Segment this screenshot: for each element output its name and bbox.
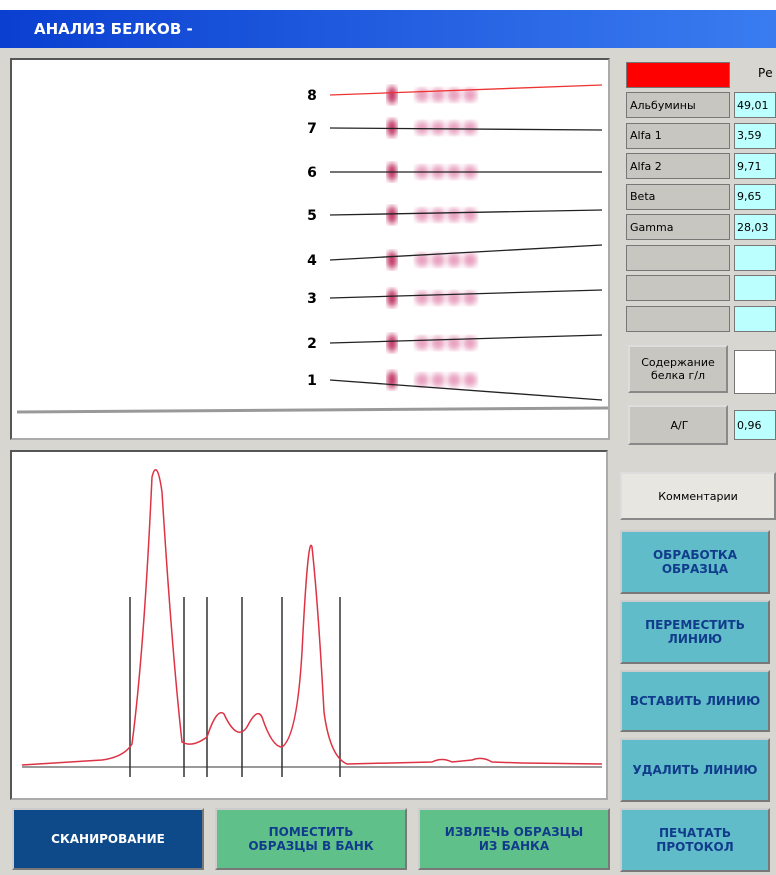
protein-input[interactable] <box>734 350 776 394</box>
band <box>463 121 477 135</box>
densitogram <box>12 452 606 798</box>
empty-cell <box>626 275 730 301</box>
band <box>431 88 445 102</box>
band <box>431 121 445 135</box>
ag-value: 0,96 <box>734 410 776 440</box>
band <box>387 251 397 269</box>
band <box>463 253 477 267</box>
fraction-name: Beta <box>626 184 730 210</box>
lane-number: 5 <box>307 208 317 224</box>
band <box>431 373 445 387</box>
fraction-value: 28,03 <box>734 214 776 240</box>
band <box>415 88 429 102</box>
lane-number: 6 <box>307 165 317 181</box>
fraction-name: Alfa 2 <box>626 153 730 179</box>
bottom-button[interactable]: СКАНИРОВАНИЕ <box>12 808 204 870</box>
band <box>431 208 445 222</box>
fraction-name: Alfa 1 <box>626 123 730 149</box>
band <box>431 336 445 350</box>
band <box>387 289 397 307</box>
ag-label: А/Г <box>628 405 728 445</box>
band <box>415 336 429 350</box>
densitogram-panel <box>10 450 608 800</box>
band <box>387 86 397 104</box>
band <box>431 253 445 267</box>
empty-value <box>734 245 776 271</box>
empty-value <box>734 275 776 301</box>
band <box>431 291 445 305</box>
band <box>415 373 429 387</box>
band <box>447 121 461 135</box>
empty-cell <box>626 306 730 332</box>
bottom-button[interactable]: ПОМЕСТИТЬ ОБРАЗЦЫ В БАНК <box>215 808 407 870</box>
empty-value <box>734 306 776 332</box>
side-button[interactable]: ОБРАБОТКА ОБРАЗЦА <box>620 530 770 594</box>
band <box>447 336 461 350</box>
gel-image: 8 7 6 5 4 3 2 1 <box>12 60 608 438</box>
comment-button[interactable]: Комментарии <box>620 472 776 520</box>
color-swatch <box>626 62 730 88</box>
fraction-name: Gamma <box>626 214 730 240</box>
fraction-value: 9,65 <box>734 184 776 210</box>
title-bar: АНАЛИЗ БЕЛКОВ - <box>0 10 776 48</box>
band <box>447 373 461 387</box>
band <box>447 253 461 267</box>
window-title: АНАЛИЗ БЕЛКОВ - <box>34 20 193 38</box>
side-button[interactable]: ПЕРЕМЕСТИТЬ ЛИНИЮ <box>620 600 770 664</box>
lane-number: 7 <box>307 121 317 137</box>
fraction-dividers <box>130 597 340 777</box>
band <box>447 291 461 305</box>
fraction-name: Альбумины <box>626 92 730 118</box>
lane-number: 4 <box>307 253 317 269</box>
band <box>415 208 429 222</box>
window: АНАЛИЗ БЕЛКОВ - 8 7 6 5 4 3 2 1 Ре Содержание б… <box>0 0 776 875</box>
side-button[interactable]: УДАЛИТЬ ЛИНИЮ <box>620 738 770 802</box>
lane-number: 2 <box>307 336 317 352</box>
density-curve <box>22 470 602 765</box>
side-button[interactable]: ВСТАВИТЬ ЛИНИЮ <box>620 670 770 732</box>
lane-number: 1 <box>307 373 317 389</box>
band <box>447 208 461 222</box>
side-button[interactable]: ПЕЧАТАТЬ ПРОТОКОЛ <box>620 808 770 872</box>
gel-panel: 8 7 6 5 4 3 2 1 <box>10 58 610 440</box>
gel-edge <box>17 408 608 412</box>
empty-cell <box>626 245 730 271</box>
band <box>415 291 429 305</box>
band <box>387 334 397 352</box>
fraction-value: 3,59 <box>734 123 776 149</box>
protein-label: Содержание белка г/л <box>628 345 728 393</box>
lane-number: 8 <box>307 88 317 104</box>
band <box>463 208 477 222</box>
band <box>387 206 397 224</box>
fraction-value: 9,71 <box>734 153 776 179</box>
band <box>463 373 477 387</box>
column-header: Ре <box>758 66 773 80</box>
lane-number: 3 <box>307 291 317 307</box>
fraction-value: 49,01 <box>734 92 776 118</box>
bottom-button[interactable]: ИЗВЛЕЧЬ ОБРАЗЦЫ ИЗ БАНКА <box>418 808 610 870</box>
band <box>387 371 397 389</box>
